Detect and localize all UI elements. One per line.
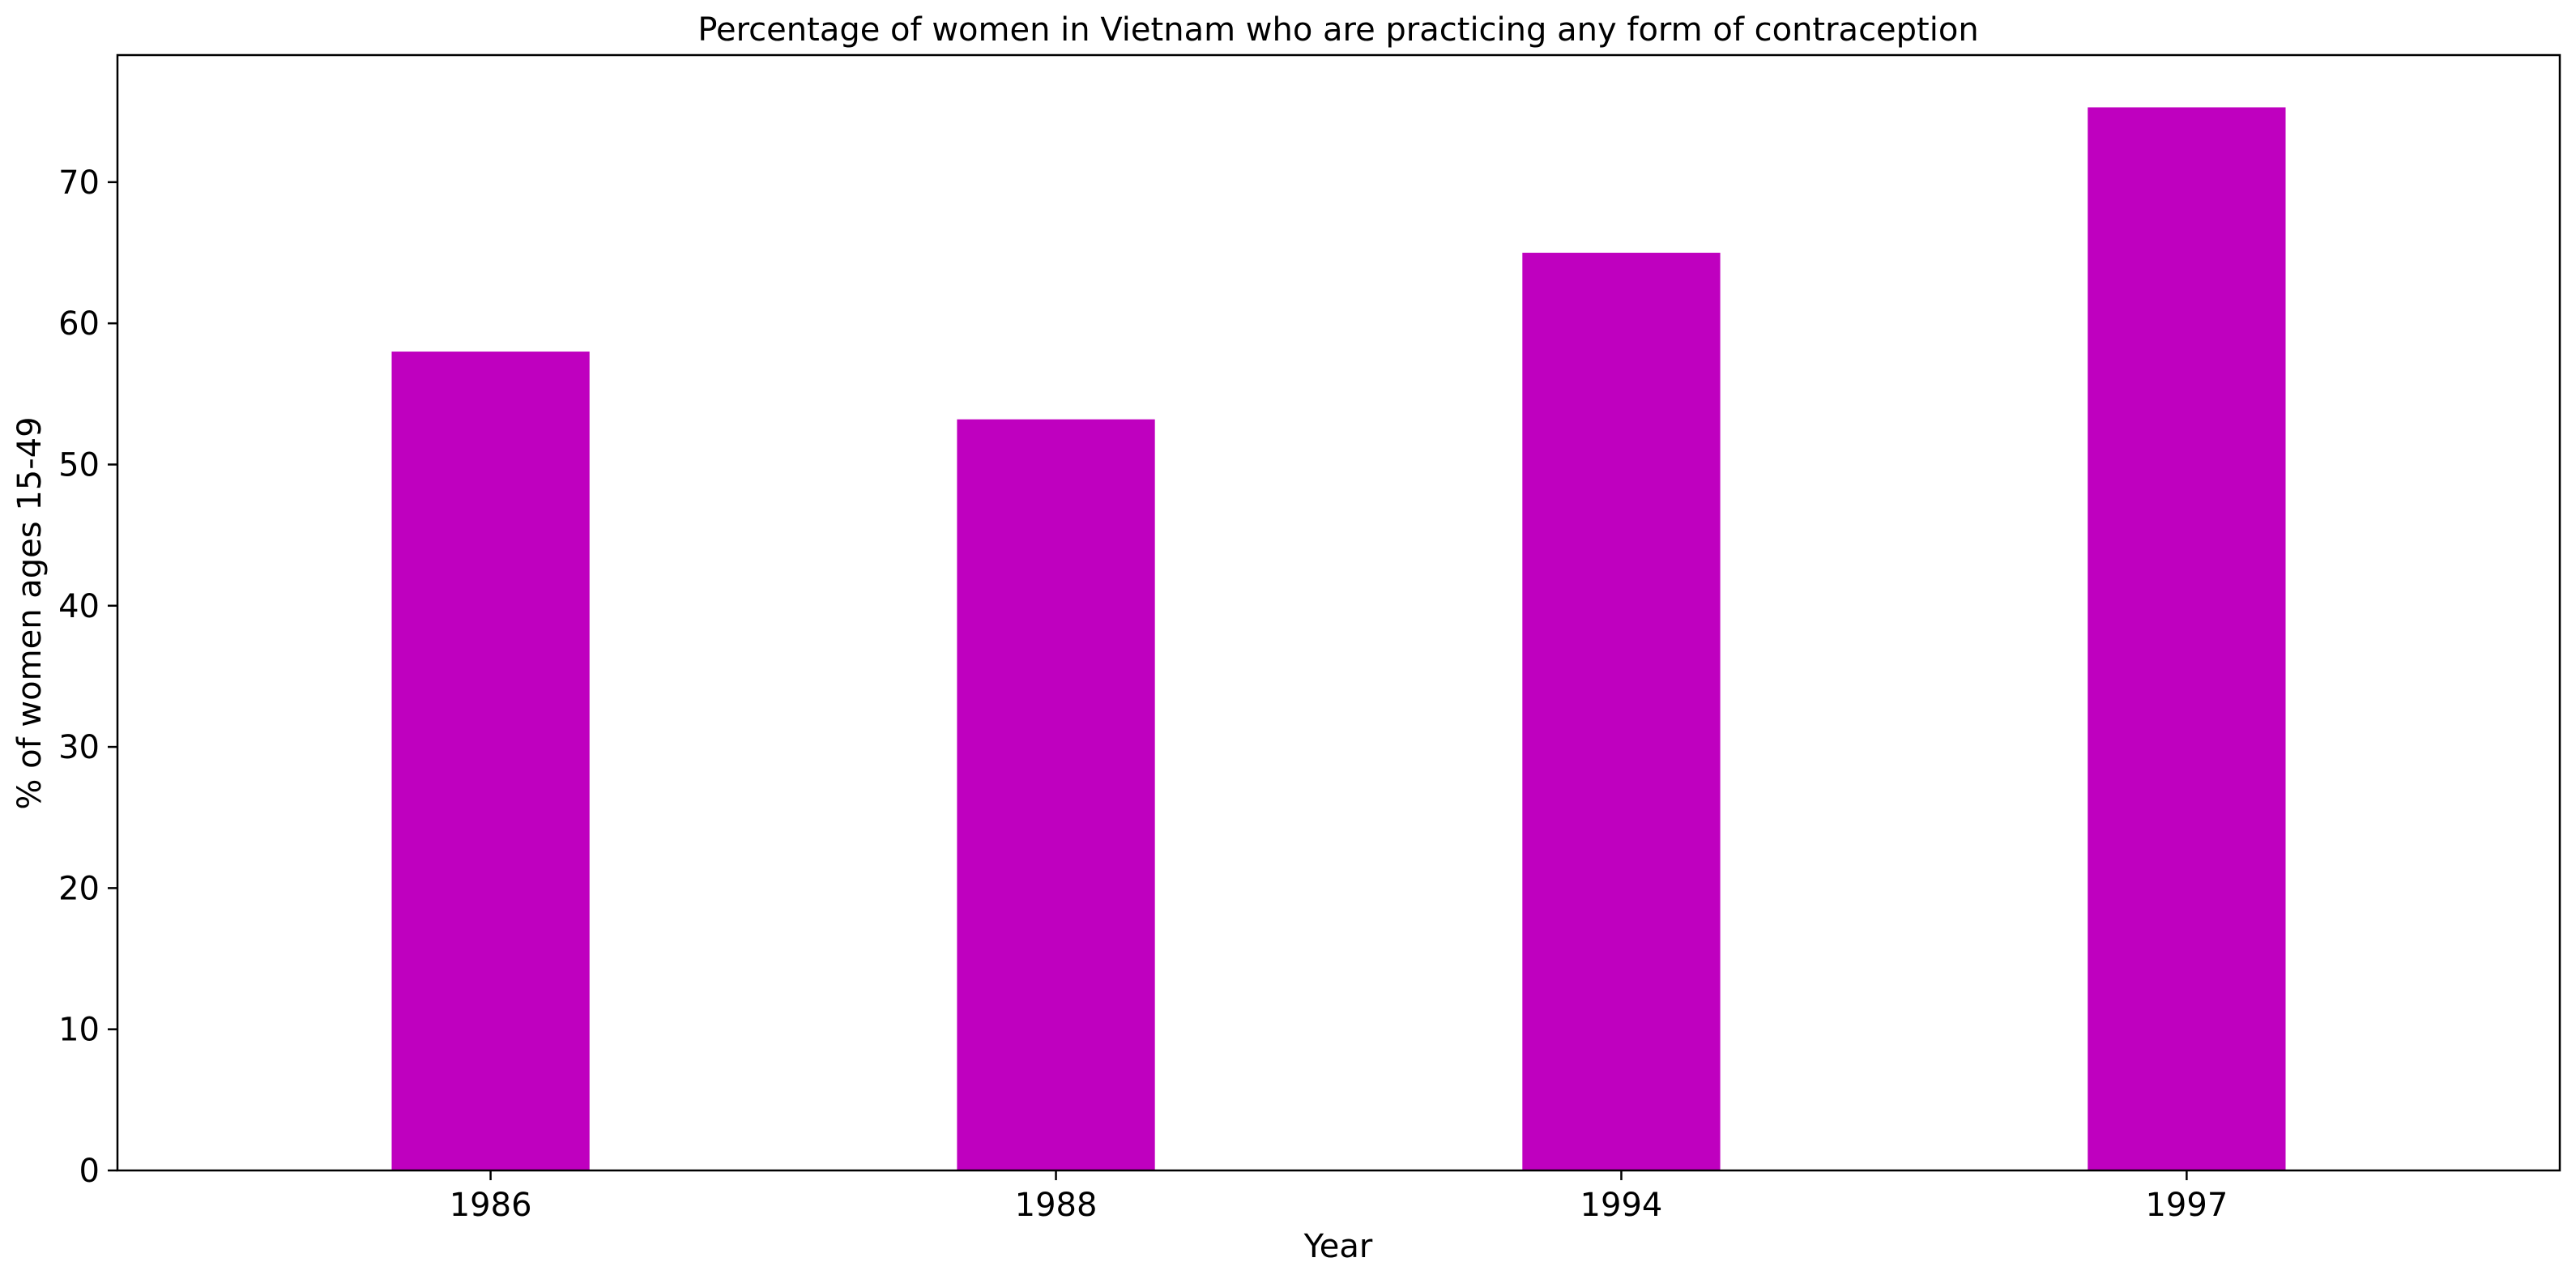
x-axis-label: Year (1303, 1228, 1373, 1265)
x-tick-label: 1988 (1015, 1187, 1098, 1224)
plot-frame (116, 53, 2561, 1172)
y-tick-label: 70 (58, 164, 100, 202)
x-axis: 1986 1988 1994 1997 (450, 1170, 2228, 1224)
x-tick-label: 1997 (2145, 1187, 2228, 1224)
bars-layer (391, 107, 2286, 1170)
y-tick-label: 30 (58, 729, 100, 766)
y-axis: 0 10 20 30 40 50 60 70 (58, 164, 117, 1190)
y-tick-label: 60 (58, 305, 100, 343)
y-tick-label: 50 (58, 446, 100, 484)
chart-title: Percentage of women in Vietnam who are p… (697, 11, 1978, 49)
x-tick-label: 1986 (450, 1187, 532, 1224)
y-tick-label: 40 (58, 588, 100, 625)
bar-1994 (1522, 253, 1721, 1170)
y-tick-label: 10 (58, 1012, 100, 1049)
y-axis-label: % of women ages 15-49 (11, 416, 49, 809)
y-tick-label: 0 (79, 1153, 100, 1190)
x-tick-label: 1994 (1580, 1187, 1663, 1224)
y-tick-label: 20 (58, 870, 100, 907)
bar-1986 (391, 352, 590, 1170)
bar-1997 (2088, 107, 2286, 1170)
bar-1988 (957, 419, 1155, 1170)
